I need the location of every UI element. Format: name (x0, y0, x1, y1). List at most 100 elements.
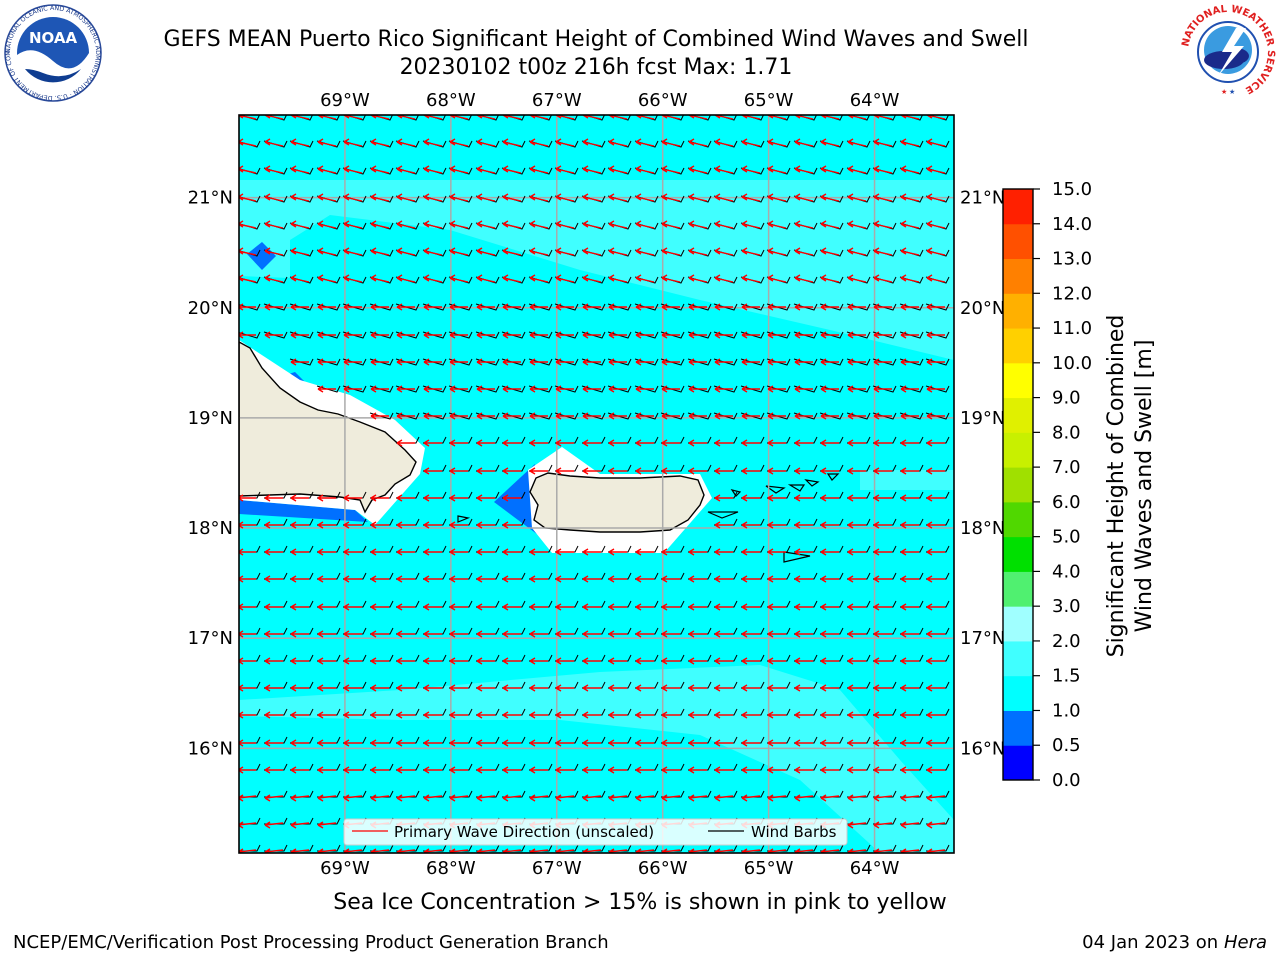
wave-arrow (688, 385, 707, 393)
wave-arrow (555, 331, 574, 339)
wind-barb (819, 412, 844, 420)
wave-arrow (926, 439, 945, 447)
wind-barb (501, 412, 526, 420)
wave-arrow (926, 193, 946, 202)
wave-arrow (873, 575, 892, 583)
wave-arrow (714, 467, 733, 475)
wave-arrow (688, 331, 707, 339)
wave-arrow (370, 165, 390, 174)
wave-arrow (529, 684, 548, 692)
wind-barb (634, 331, 659, 339)
wave-arrow (502, 358, 521, 366)
wave-arrow (529, 385, 548, 393)
wave-arrow (688, 766, 707, 774)
wave-arrow (502, 575, 521, 583)
wind-barb (581, 303, 606, 311)
wave-arrow (423, 274, 443, 283)
wave-arrow (661, 412, 680, 420)
wave-arrow (608, 603, 627, 611)
wave-arrow (820, 548, 839, 556)
wave-arrow (264, 711, 283, 719)
wave-arrow (343, 766, 362, 774)
wave-arrow (820, 385, 839, 393)
wave-arrow (370, 603, 389, 611)
wind-barb (263, 303, 288, 311)
wave-arrow (926, 794, 946, 802)
wave-arrow (370, 521, 389, 529)
wave-arrow (767, 193, 787, 202)
wave-arrow (873, 138, 893, 147)
wave-arrow (476, 165, 496, 174)
wave-arrow (635, 630, 654, 638)
wave-arrow (290, 303, 309, 311)
wave-arrow (449, 247, 469, 256)
wave-arrow (608, 331, 627, 339)
wind-barb (899, 331, 924, 339)
wave-arrow (661, 138, 681, 147)
wave-arrow (290, 739, 309, 747)
wave-arrow (502, 494, 521, 502)
colorbar-tick-label: 11.0 (1052, 318, 1092, 339)
lat-label-left: 19°N (188, 408, 233, 429)
wave-arrow (317, 684, 336, 692)
wave-arrow (767, 684, 786, 692)
wave-arrow (582, 657, 601, 665)
wave-arrow (926, 766, 945, 774)
wave-arrow (476, 303, 495, 311)
wave-arrow (317, 657, 336, 665)
wave-arrow (423, 331, 442, 339)
wave-low-3 (239, 500, 368, 522)
wave-arrow (317, 274, 337, 283)
wave-arrow (635, 193, 655, 202)
wave-arrow (317, 331, 336, 339)
wave-arrow (476, 548, 495, 556)
lat-label-right: 18°N (960, 518, 1005, 539)
colorbar-segment (1003, 467, 1033, 503)
wave-arrow (449, 165, 469, 174)
wave-arrow (714, 193, 734, 202)
wave-arrow (741, 494, 760, 502)
wave-arrow (370, 575, 389, 583)
wave-arrow (900, 603, 919, 611)
wave-arrow (370, 220, 390, 229)
wave-arrow (714, 358, 733, 366)
wave-arrow (926, 603, 945, 611)
wave-arrow (741, 467, 760, 475)
wind-barb (660, 331, 685, 339)
wave-arrow (847, 412, 866, 420)
wave-arrow (847, 274, 867, 283)
wave-arrow (794, 220, 814, 229)
wave-arrow (767, 358, 786, 366)
wind-barb (687, 385, 712, 393)
wave-arrow (820, 331, 839, 339)
wave-arrow (608, 385, 627, 393)
wave-arrow (714, 331, 733, 339)
wave-arrow (476, 684, 495, 692)
wind-barb (846, 385, 871, 393)
wind-barb (740, 385, 765, 393)
wave-arrow (847, 548, 866, 556)
wave-arrow (423, 439, 442, 447)
wave-arrow (264, 630, 283, 638)
wave-arrow (661, 193, 681, 202)
wind-barb (448, 331, 473, 339)
wave-arrow (714, 657, 733, 665)
wind-barb (925, 385, 950, 393)
wind-barb (846, 358, 871, 366)
wave-arrow (502, 657, 521, 665)
wave-arrow (820, 439, 839, 447)
wave-arrow (449, 739, 468, 747)
wind-barb (342, 331, 367, 339)
colorbar-label-line2: Wind Waves and Swell [m] (1132, 340, 1157, 633)
wave-arrow (343, 684, 362, 692)
wave-arrow (741, 657, 760, 665)
wave-arrow (926, 630, 945, 638)
wave-arrow (502, 220, 522, 229)
wave-arrow (661, 548, 680, 556)
wave-arrow (290, 331, 309, 339)
wind-barb (766, 385, 791, 393)
legend-barb-label: Wind Barbs (751, 823, 837, 841)
wave-arrow (264, 794, 284, 802)
colorbar-tick-label: 8.0 (1052, 422, 1081, 443)
wave-arrow (847, 165, 867, 174)
